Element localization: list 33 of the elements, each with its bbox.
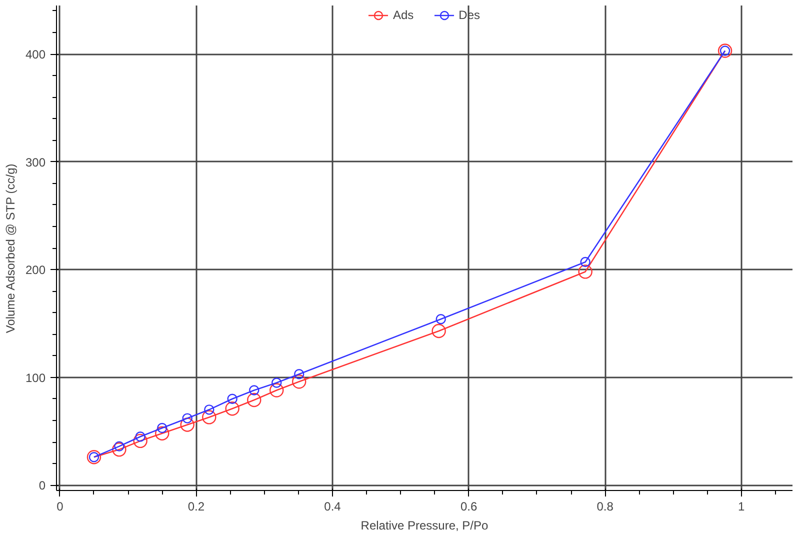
x-tick-label: 0.6 bbox=[460, 500, 478, 514]
point bbox=[155, 426, 170, 440]
y-tick-label: 400 bbox=[25, 48, 46, 62]
x-tick-label: 0.8 bbox=[596, 500, 614, 514]
point bbox=[249, 385, 260, 396]
y-tick-label: 0 bbox=[38, 478, 46, 493]
point bbox=[227, 394, 238, 404]
point bbox=[180, 418, 194, 432]
x-tick-label: 1 bbox=[738, 500, 746, 514]
point bbox=[580, 256, 590, 268]
point bbox=[202, 410, 216, 424]
point bbox=[292, 374, 306, 389]
point bbox=[270, 383, 284, 398]
x-tick-label: 0.2 bbox=[188, 500, 205, 514]
y-tick-label: 300 bbox=[25, 155, 46, 170]
point bbox=[182, 413, 192, 424]
x-tick-label: 0.4 bbox=[324, 500, 342, 514]
x-axis-title: Relative Pressure, P/Po bbox=[360, 518, 489, 532]
point bbox=[247, 392, 262, 408]
point bbox=[112, 442, 126, 457]
point bbox=[204, 404, 214, 415]
point bbox=[436, 314, 446, 324]
point bbox=[432, 324, 446, 338]
y-axis-title: Volume Adsorbed @ STP (cc/g) bbox=[3, 164, 18, 334]
point bbox=[578, 264, 592, 279]
legend-label: Ads bbox=[392, 8, 414, 22]
point bbox=[272, 378, 282, 388]
y-tick-label: 200 bbox=[25, 263, 46, 278]
y-tick-label: 100 bbox=[25, 370, 46, 385]
point bbox=[133, 434, 148, 448]
point bbox=[225, 402, 240, 416]
x-tick-label: 0 bbox=[56, 500, 64, 514]
point bbox=[294, 369, 304, 380]
